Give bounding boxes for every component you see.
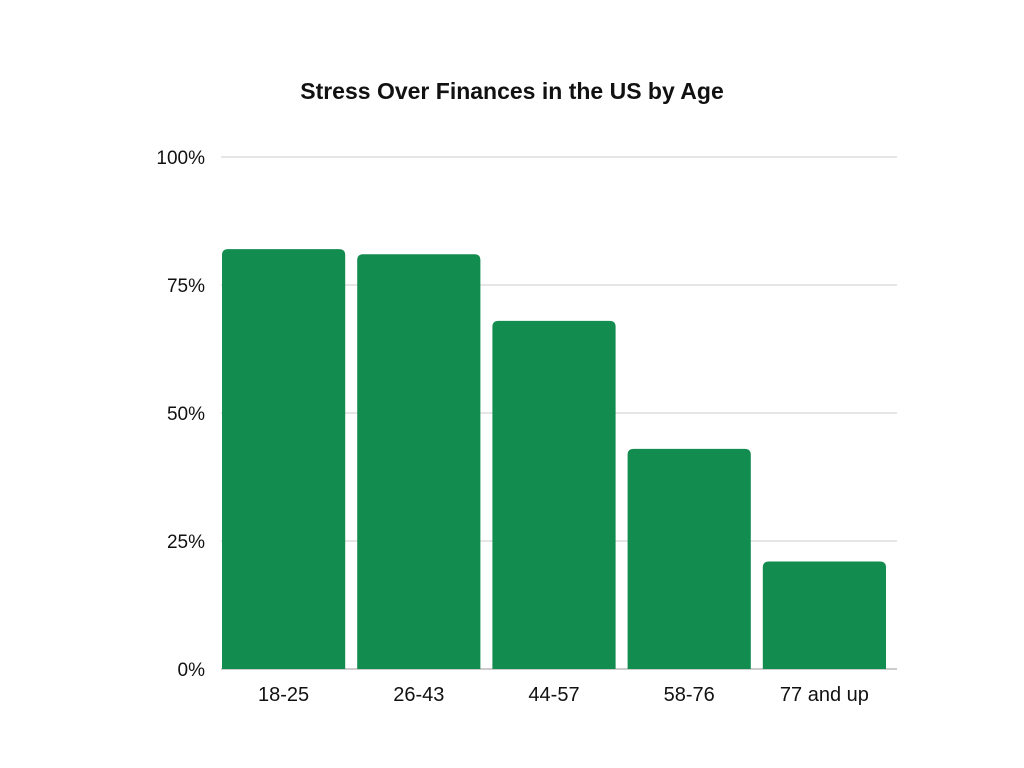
bar-58-76 [627, 448, 751, 669]
y-tick-label: 100% [156, 148, 205, 169]
x-category-label: 26-43 [393, 684, 444, 706]
bar-18-25 [222, 249, 346, 669]
x-category-label: 44-57 [528, 684, 579, 706]
x-category-label: 58-76 [664, 684, 715, 706]
bar-44-57 [492, 320, 616, 669]
y-axis-tick-labels: 0% 25% 50% 75% 100% [156, 148, 205, 681]
bars [222, 249, 886, 669]
chart-title: Stress Over Finances in the US by Age [300, 78, 724, 104]
x-category-label: 77 and up [780, 684, 869, 706]
bar-26-43 [357, 254, 481, 669]
bar-77-and-up [762, 561, 886, 669]
y-tick-label: 75% [167, 276, 205, 297]
x-axis-category-labels: 18-25 26-43 44-57 58-76 77 and up [258, 684, 869, 706]
x-category-label: 18-25 [258, 684, 309, 706]
y-tick-label: 25% [167, 532, 205, 553]
y-tick-label: 0% [178, 660, 206, 681]
y-tick-label: 50% [167, 404, 205, 425]
